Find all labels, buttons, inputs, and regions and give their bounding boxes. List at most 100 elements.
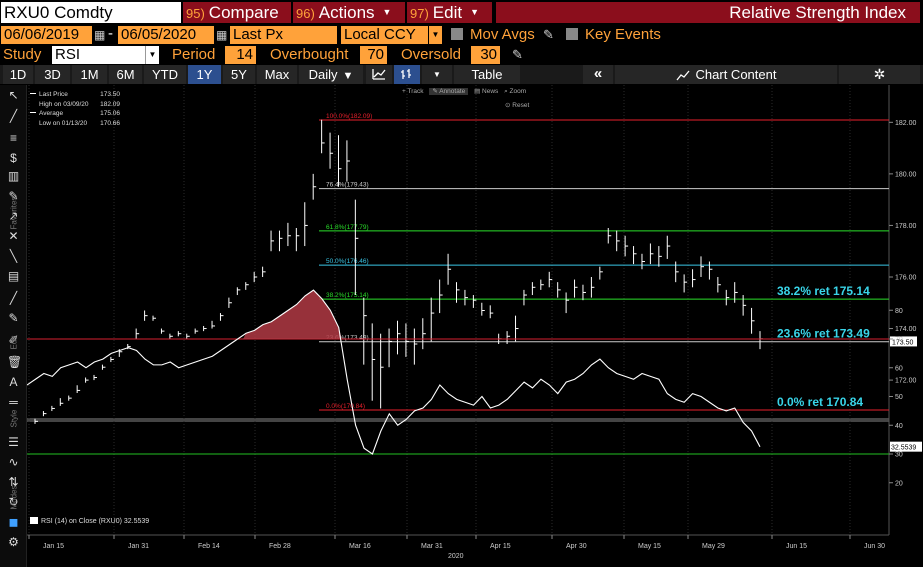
x-tick-label: Jan 31: [128, 543, 149, 550]
ellipse-tool-icon[interactable]: ▤: [7, 269, 20, 283]
price-bar: [186, 333, 190, 339]
gear-icon[interactable]: ✲: [839, 65, 920, 84]
ray-tool-icon[interactable]: ↗: [8, 209, 19, 223]
range-3d-button[interactable]: 3D: [35, 65, 70, 84]
x-tick-label: Feb 28: [269, 543, 291, 550]
fibonacci-tool-icon[interactable]: ≡: [9, 131, 17, 145]
price-bar: [489, 305, 494, 319]
range-max-button[interactable]: Max: [257, 65, 297, 84]
price-bar: [42, 411, 47, 417]
cursor-icon[interactable]: ↖: [8, 88, 19, 102]
rsi-tick-label: 80: [895, 308, 903, 315]
wave-mode-icon[interactable]: ∿: [8, 455, 19, 469]
chart-area[interactable]: 100.0%(182.09) 76.4%(179.43) 61.8%(177.79)…: [27, 85, 923, 567]
modes-side-label: Modes: [9, 485, 19, 510]
price-bar: [658, 246, 662, 267]
news-button[interactable]: ▤ News: [474, 88, 499, 95]
fib-level-label: 23.6%(173.49): [326, 335, 369, 342]
price-field-select[interactable]: Last Px: [230, 26, 337, 44]
range-1y-button[interactable]: 1Y: [188, 65, 221, 84]
range-ytd-button[interactable]: YTD: [144, 65, 186, 84]
price-bar: [346, 140, 350, 182]
range-1m-button[interactable]: 1M: [72, 65, 107, 84]
price-bar: [211, 320, 216, 329]
edit-menu-button[interactable]: 97) Edit ▼: [407, 2, 492, 23]
price-bar: [607, 228, 612, 244]
pencil-icon[interactable]: ✎: [512, 47, 523, 62]
rsi-tick-label: 50: [895, 394, 903, 401]
chevron-down-icon[interactable]: ▼: [422, 65, 452, 84]
menu-icon[interactable]: ☰: [8, 435, 19, 449]
legend-last-price: Last Price 173.50: [30, 90, 120, 100]
line-tool-icon[interactable]: ╱: [9, 109, 18, 123]
calendar-icon[interactable]: ▦: [94, 28, 106, 42]
fib-level-label: 38.2%(175.14): [326, 292, 369, 299]
pencil-icon[interactable]: ✎: [543, 27, 554, 42]
chart-content-button[interactable]: Chart Content: [615, 65, 837, 84]
collapse-chevron-icon[interactable]: «: [583, 65, 613, 84]
range-5y-button[interactable]: 5Y: [223, 65, 255, 84]
x-tick-label: May 29: [702, 543, 725, 550]
parallel-tool-icon[interactable]: ╲: [9, 249, 18, 263]
font-tool-icon[interactable]: A: [9, 375, 18, 389]
start-date-field[interactable]: 06/06/2019: [1, 26, 92, 44]
swap-mode-icon[interactable]: ⇅: [8, 475, 19, 489]
frequency-select[interactable]: Daily ▼: [299, 65, 363, 84]
security-ticker-field[interactable]: RXU0 Comdty: [1, 2, 181, 23]
key-events-label: Key Events: [585, 26, 661, 43]
rsi-tick-label: 20: [895, 480, 903, 487]
price-bar: [295, 228, 300, 252]
refresh-mode-icon[interactable]: ↻: [8, 495, 19, 509]
range-6m-button[interactable]: 6M: [109, 65, 142, 84]
compare-button[interactable]: 95) Compare: [183, 2, 291, 23]
mov-avgs-checkbox[interactable]: [451, 28, 463, 40]
rsi-line: [27, 289, 761, 455]
camera-icon[interactable]: ⚙: [8, 535, 19, 549]
study-select[interactable]: RSI: [52, 46, 145, 64]
line-chart-icon[interactable]: [366, 65, 392, 84]
marker-tool-icon[interactable]: ✎: [8, 311, 19, 325]
actions-menu-button[interactable]: 96) Actions ▼: [293, 2, 405, 23]
track-button[interactable]: + Track: [402, 88, 424, 95]
period-input[interactable]: 14: [225, 46, 256, 64]
text-tool-icon[interactable]: $: [10, 151, 17, 165]
price-bar: [321, 119, 325, 154]
currency-select[interactable]: Local CCY: [341, 26, 428, 44]
price-bar: [371, 323, 376, 401]
line-style-icon[interactable]: ═: [9, 395, 18, 409]
price-bar: [304, 202, 308, 247]
key-events-checkbox[interactable]: [566, 28, 578, 40]
table-button[interactable]: Table: [454, 65, 520, 84]
price-tick-label: 174.00: [895, 326, 917, 333]
x-tick-label: Feb 14: [198, 543, 220, 550]
price-bar: [397, 320, 401, 355]
annotate-button[interactable]: ✎ Annotate: [429, 88, 469, 95]
bar-chart-icon[interactable]: [394, 65, 420, 84]
reset-button[interactable]: ⊙ Reset: [505, 102, 530, 109]
pen-tool-icon[interactable]: ✎: [8, 189, 19, 203]
price-bar: [262, 266, 266, 277]
study-label: Study: [3, 46, 42, 63]
chevron-down-icon[interactable]: ▼: [145, 46, 159, 64]
price-bar: [624, 235, 629, 257]
trend-tool-icon[interactable]: ▥: [7, 169, 20, 183]
blue-mode-icon[interactable]: ◼: [8, 515, 19, 529]
x-tick-label: Apr 15: [490, 543, 511, 550]
arrow-tool-icon[interactable]: ╱: [9, 291, 18, 305]
price-bar: [68, 395, 72, 401]
end-date-field[interactable]: 06/05/2020: [118, 26, 214, 44]
price-bar: [531, 282, 536, 296]
brush-tool-icon[interactable]: ✐: [8, 333, 19, 347]
oversold-input[interactable]: 30: [471, 46, 500, 64]
range-1d-button[interactable]: 1D: [3, 65, 33, 84]
price-bar: [574, 279, 578, 298]
price-bar: [734, 282, 738, 303]
drawing-tool-strip: ↖ ╱ ≡ $ ▥ ✎ ↗ ✕ ╲ ▤ ╱ ✎ ✐ 🗑 A ═ ☰ ∿ ⇅ ↻ …: [0, 85, 27, 567]
channel-tool-icon[interactable]: ✕: [8, 229, 19, 243]
chevron-down-icon[interactable]: ▼: [428, 26, 442, 44]
overbought-input[interactable]: 70: [360, 46, 387, 64]
zoom-button[interactable]: ⌕ Zoom: [504, 88, 527, 95]
calendar-icon[interactable]: ▦: [216, 28, 228, 42]
trash-icon[interactable]: 🗑: [7, 355, 23, 369]
price-bar: [51, 405, 55, 412]
